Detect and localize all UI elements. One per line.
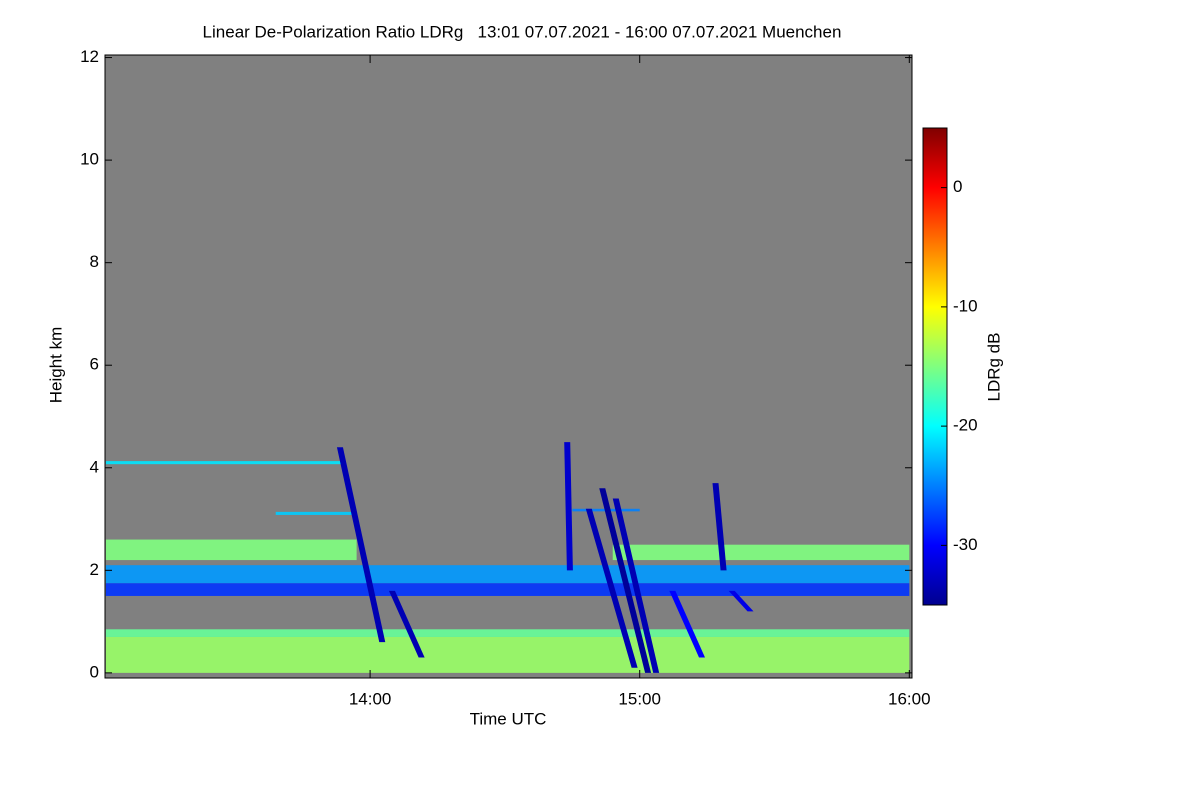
y-tick-label: 0 bbox=[90, 662, 99, 681]
ldr-region bbox=[105, 565, 910, 584]
colorbar bbox=[922, 127, 948, 606]
ldr-region bbox=[275, 511, 357, 515]
fall-streak bbox=[564, 442, 573, 571]
fall-streak bbox=[388, 590, 425, 658]
fall-streak bbox=[336, 447, 386, 643]
plot-area bbox=[105, 442, 910, 673]
y-tick-label: 6 bbox=[90, 355, 99, 374]
fall-streak bbox=[728, 590, 754, 612]
ldr-region bbox=[612, 544, 910, 561]
ldr-region bbox=[105, 583, 910, 596]
ldr-region bbox=[105, 636, 910, 673]
ldr-region bbox=[105, 629, 910, 637]
colorbar-label: LDRg dB bbox=[984, 333, 1003, 402]
colorbar-tick-label: -10 bbox=[953, 296, 978, 315]
y-tick-label: 10 bbox=[80, 150, 99, 169]
x-tick-label: 16:00 bbox=[888, 689, 931, 708]
colorbar-tick-label: -20 bbox=[953, 416, 978, 435]
y-tick-label: 12 bbox=[80, 47, 99, 66]
y-tick-label: 4 bbox=[90, 457, 99, 476]
fall-streak bbox=[612, 498, 660, 673]
y-tick-label: 8 bbox=[90, 252, 99, 271]
fall-streak bbox=[585, 508, 638, 668]
y-axis-label: Height km bbox=[46, 327, 65, 404]
colorbar-tick-label: 0 bbox=[953, 177, 962, 196]
x-tick-label: 14:00 bbox=[349, 689, 392, 708]
x-tick-label: 15:00 bbox=[618, 689, 661, 708]
y-tick-label: 2 bbox=[90, 560, 99, 579]
ldr-region bbox=[105, 461, 344, 465]
colorbar-tick-label: -30 bbox=[953, 535, 978, 554]
chart-title: Linear De-Polarization Ratio LDRg 13:01 … bbox=[203, 22, 842, 41]
fall-streak bbox=[669, 590, 706, 658]
x-axis-label: Time UTC bbox=[470, 709, 547, 728]
ldr-region bbox=[105, 539, 357, 561]
fall-streak bbox=[712, 483, 727, 571]
plot-frame bbox=[104, 54, 913, 679]
fall-streak bbox=[599, 488, 652, 673]
